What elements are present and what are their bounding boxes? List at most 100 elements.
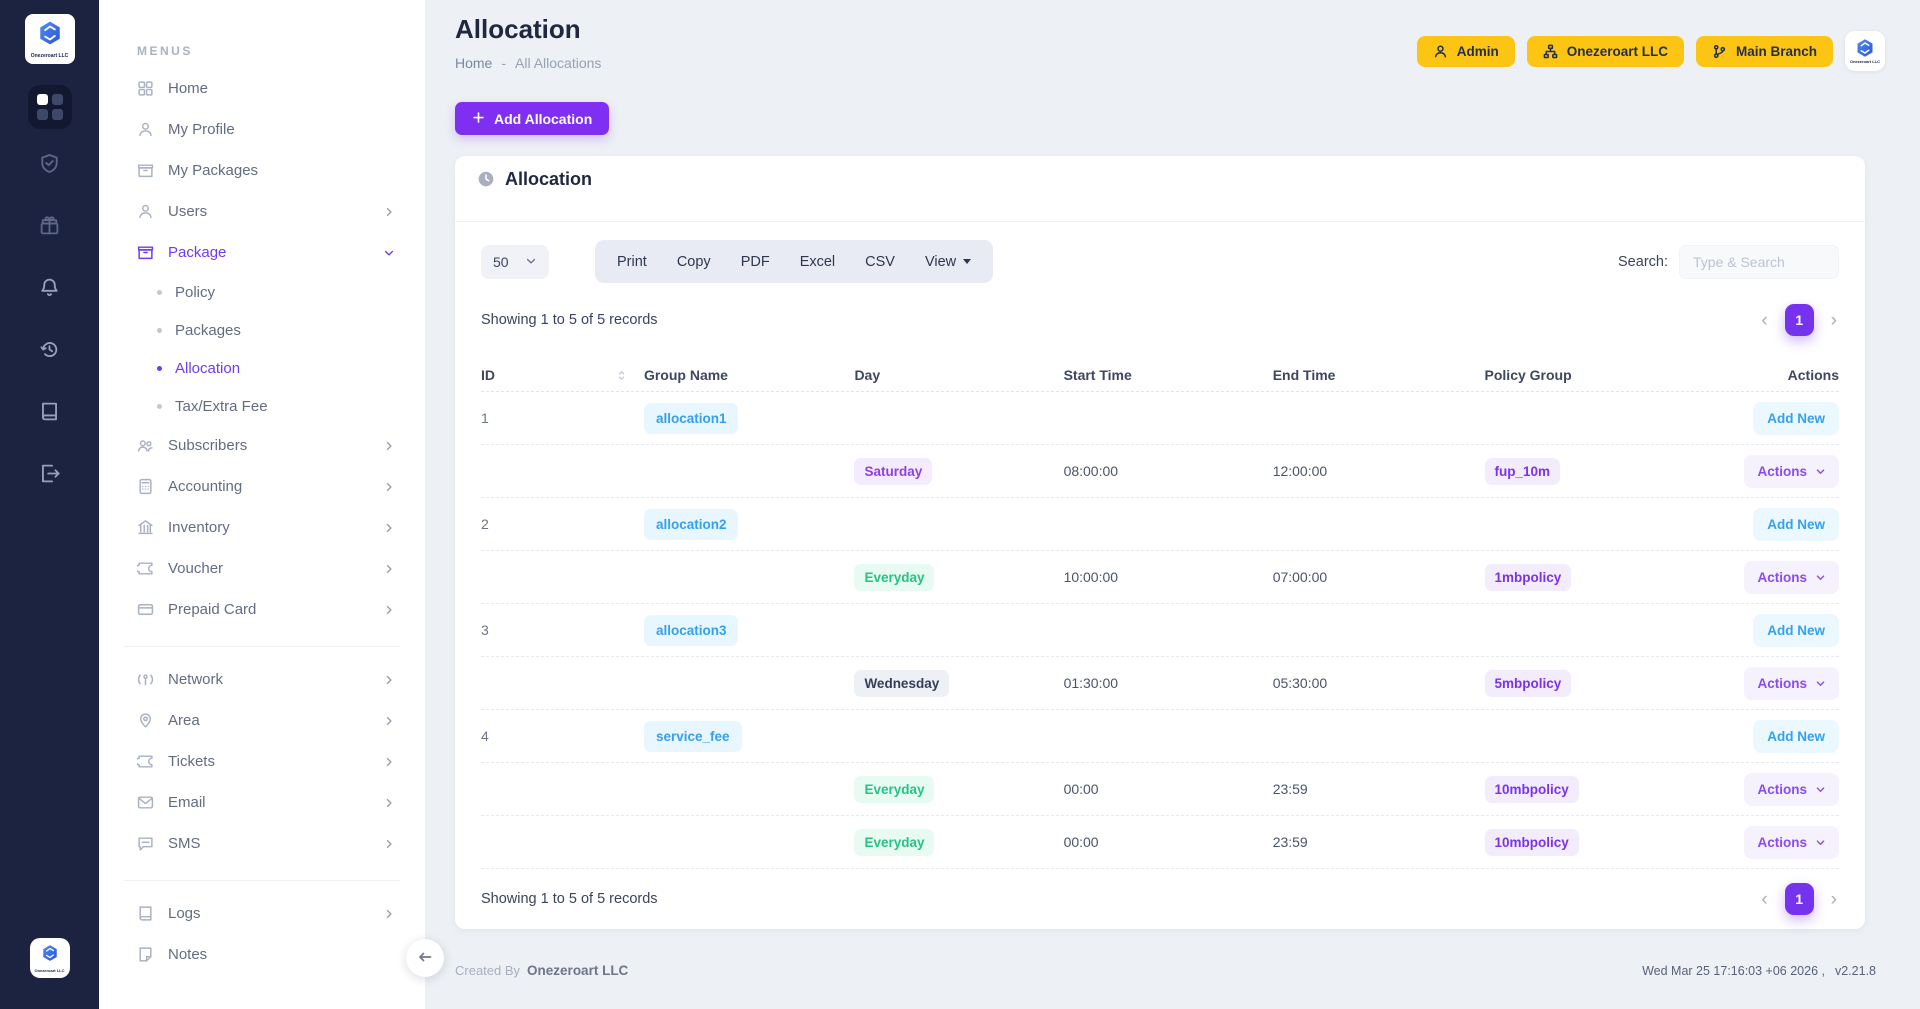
sidebar-item-accounting[interactable]: Accounting bbox=[99, 466, 425, 507]
group-name-badge[interactable]: allocation1 bbox=[643, 402, 739, 434]
pagination-next-button[interactable]: › bbox=[1830, 309, 1837, 331]
policy-badge[interactable]: fup_10m bbox=[1484, 457, 1561, 485]
pagination-next-button[interactable]: › bbox=[1830, 888, 1837, 910]
sidebar-item-logs[interactable]: Logs bbox=[99, 893, 425, 934]
group-name-badge[interactable]: allocation3 bbox=[643, 614, 739, 646]
chevD-icon bbox=[1816, 786, 1825, 792]
breadcrumb-home-link[interactable]: Home bbox=[455, 55, 493, 71]
column-header-group-name[interactable]: Group Name bbox=[643, 367, 728, 383]
sidebar-item-email[interactable]: Email bbox=[99, 782, 425, 823]
column-header-id[interactable]: ID bbox=[481, 367, 644, 383]
policy-badge[interactable]: 10mbpolicy bbox=[1484, 828, 1579, 856]
column-header-start-time[interactable]: Start Time bbox=[1063, 367, 1132, 383]
panel-title: Allocation bbox=[505, 169, 593, 189]
policy-badge[interactable]: 1mbpolicy bbox=[1484, 563, 1572, 591]
bullet-icon bbox=[157, 289, 162, 295]
brand-logo-card-bottom[interactable]: Onezeroart LLC bbox=[29, 938, 70, 978]
column-header-end-time[interactable]: End Time bbox=[1272, 367, 1336, 383]
sidebar-item-package[interactable]: Package bbox=[99, 232, 425, 273]
sidebar-item-users[interactable]: Users bbox=[99, 191, 425, 232]
sidebar-item-my-packages[interactable]: My Packages bbox=[99, 150, 425, 191]
policy-badge[interactable]: 10mbpolicy bbox=[1484, 775, 1579, 803]
page-size-value: 50 bbox=[493, 253, 509, 270]
sidebar-item-label: Subscribers bbox=[168, 437, 248, 454]
breadcrumb-separator: - bbox=[501, 55, 507, 71]
column-header-policy-group[interactable]: Policy Group bbox=[1484, 367, 1572, 383]
sidebar-subitem-label: Allocation bbox=[175, 359, 241, 377]
card-icon bbox=[137, 603, 154, 616]
page-footer: Created By Onezeroart LLC Wed Mar 25 17:1… bbox=[455, 963, 1876, 978]
sidebar-section-label: MENUS bbox=[137, 44, 193, 58]
policy-badge[interactable]: 5mbpolicy bbox=[1484, 669, 1572, 697]
main-content: Allocation Home - All Allocations Admin O… bbox=[425, 0, 1920, 1009]
group-name-badge[interactable]: allocation2 bbox=[643, 508, 739, 540]
view-dropdown-button[interactable]: View bbox=[910, 240, 986, 283]
sidebar-collapse-button[interactable] bbox=[406, 939, 444, 977]
chevR-icon bbox=[386, 523, 392, 532]
export-excel-button[interactable]: Excel bbox=[785, 240, 850, 283]
add-new-button[interactable]: Add New bbox=[1753, 507, 1839, 541]
topbar-admin-button[interactable]: Admin bbox=[1416, 35, 1515, 67]
brand-logo-card[interactable]: Onezeroart LLC bbox=[24, 14, 75, 64]
actions-dropdown-button[interactable]: Actions bbox=[1744, 454, 1839, 488]
chevR-icon bbox=[386, 716, 392, 725]
add-new-button[interactable]: Add New bbox=[1753, 613, 1839, 647]
sidebar-item-network[interactable]: Network bbox=[99, 659, 425, 700]
actions-dropdown-button[interactable]: Actions bbox=[1744, 560, 1839, 594]
sidebar-item-notes[interactable]: Notes bbox=[99, 934, 425, 975]
sidebar-subitem-packages[interactable]: Packages bbox=[99, 311, 425, 349]
page-size-select[interactable]: 50 bbox=[481, 244, 549, 279]
pagination-page-1[interactable]: 1 bbox=[1784, 883, 1814, 915]
chevR-icon bbox=[386, 839, 392, 848]
sidebar-item-label: Email bbox=[168, 794, 206, 811]
created-by-company[interactable]: Onezeroart LLC bbox=[527, 963, 629, 978]
pagination-page-1[interactable]: 1 bbox=[1784, 304, 1814, 336]
topbar-main-branch-button[interactable]: Main Branch bbox=[1695, 35, 1833, 67]
sidebar-item-label: Inventory bbox=[168, 519, 230, 536]
sidebar-item-label: Notes bbox=[168, 946, 208, 963]
add-allocation-button[interactable]: Add Allocation bbox=[455, 102, 610, 135]
sidebar-item-label: Logs bbox=[168, 905, 201, 922]
pagination-prev-button[interactable]: ‹ bbox=[1761, 888, 1768, 910]
export-copy-button[interactable]: Copy bbox=[662, 240, 726, 283]
ticket-icon bbox=[137, 562, 153, 575]
bullet-icon bbox=[157, 327, 162, 333]
pagination-prev-button[interactable]: ‹ bbox=[1761, 309, 1768, 331]
day-badge: Everyday bbox=[854, 563, 935, 591]
export-csv-button[interactable]: CSV bbox=[850, 240, 910, 283]
column-header-day[interactable]: Day bbox=[854, 367, 881, 383]
sidebar-item-area[interactable]: Area bbox=[99, 700, 425, 741]
add-allocation-label: Add Allocation bbox=[494, 110, 593, 127]
export-pdf-button[interactable]: PDF bbox=[726, 240, 785, 283]
sidebar-subitem-allocation[interactable]: Allocation bbox=[99, 349, 425, 387]
sidebar-item-inventory[interactable]: Inventory bbox=[99, 507, 425, 548]
pin-icon bbox=[139, 713, 152, 728]
sidebar-item-label: Area bbox=[168, 712, 200, 729]
search-input[interactable] bbox=[1679, 244, 1839, 279]
mail-icon bbox=[137, 796, 154, 809]
sidebar-item-voucher[interactable]: Voucher bbox=[99, 548, 425, 589]
topbar-brand-chip[interactable]: Onezeroart LLC bbox=[1845, 31, 1885, 71]
sidebar-item-sms[interactable]: SMS bbox=[99, 823, 425, 864]
add-new-button[interactable]: Add New bbox=[1753, 401, 1839, 435]
sidebar-item-my-profile[interactable]: My Profile bbox=[99, 109, 425, 150]
brand-logo-icon bbox=[37, 20, 63, 51]
sidebar-item-prepaid-card[interactable]: Prepaid Card bbox=[99, 589, 425, 630]
sidebar-subitem-label: Tax/Extra Fee bbox=[175, 397, 268, 415]
actions-dropdown-button[interactable]: Actions bbox=[1744, 772, 1839, 806]
end-time: 23:59 bbox=[1272, 781, 1308, 797]
sidebar-item-subscribers[interactable]: Subscribers bbox=[99, 425, 425, 466]
group-name-badge[interactable]: service_fee bbox=[643, 720, 742, 752]
add-new-button[interactable]: Add New bbox=[1753, 719, 1839, 753]
sidebar-subitem-policy[interactable]: Policy bbox=[99, 273, 425, 311]
actions-dropdown-button[interactable]: Actions bbox=[1744, 666, 1839, 700]
column-header-actions[interactable]: Actions bbox=[1787, 367, 1839, 383]
topbar-onezeroart-llc-button[interactable]: Onezeroart LLC bbox=[1526, 35, 1684, 67]
export-print-button[interactable]: Print bbox=[602, 240, 662, 283]
sidebar-subitem-tax-extra-fee[interactable]: Tax/Extra Fee bbox=[99, 387, 425, 425]
actions-dropdown-button[interactable]: Actions bbox=[1744, 825, 1839, 859]
dashboard-grid-icon[interactable] bbox=[27, 85, 72, 129]
sidebar-item-home[interactable]: Home bbox=[99, 68, 425, 109]
sidebar-item-tickets[interactable]: Tickets bbox=[99, 741, 425, 782]
breadcrumb: Home - All Allocations bbox=[455, 55, 601, 71]
